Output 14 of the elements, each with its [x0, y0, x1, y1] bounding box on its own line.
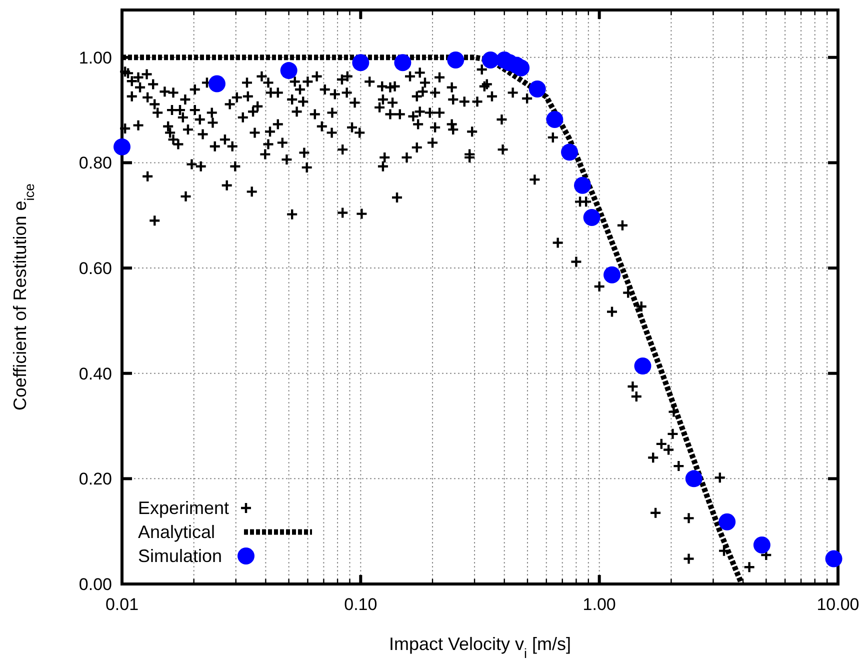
- y-tick-label: 0.60: [78, 259, 112, 278]
- x-tick-label: 1.00: [582, 595, 616, 614]
- y-tick-label: 0.00: [78, 575, 112, 594]
- legend-label: Simulation: [138, 546, 222, 566]
- x-axis-title: Impact Velocity v$_{i}$ [m/s]: [388, 634, 572, 659]
- y-tick-label: 0.40: [78, 364, 112, 384]
- x-tick-label: 0.01: [105, 595, 139, 614]
- legend-label: Experiment: [138, 498, 230, 518]
- legend-label: Analytical: [138, 522, 216, 542]
- y-tick-label: 0.80: [78, 154, 112, 173]
- x-tick-label: 10.00: [816, 595, 860, 614]
- y-tick-label: 1.00: [78, 48, 112, 68]
- y-tick-label: 0.20: [78, 470, 112, 489]
- x-tick-label: 0.10: [344, 595, 378, 614]
